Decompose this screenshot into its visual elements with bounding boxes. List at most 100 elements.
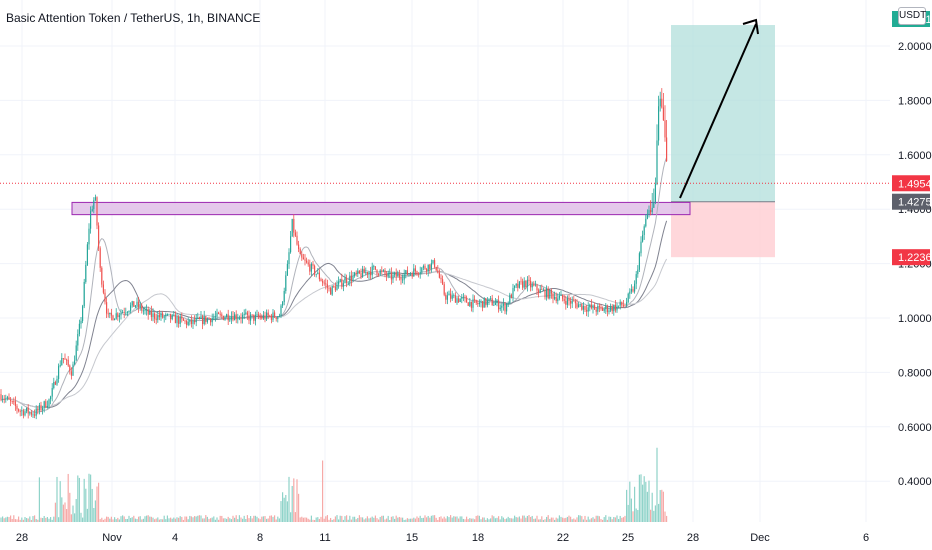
volume-bar (69, 492, 71, 522)
long-position-tool[interactable] (671, 25, 775, 258)
volume-bar (77, 475, 79, 522)
volume-bar (93, 508, 95, 522)
volume-bar (22, 519, 24, 522)
volume-bar (597, 515, 599, 522)
volume-bar (426, 517, 428, 522)
candle-body (70, 371, 72, 376)
candle-body (35, 408, 37, 416)
volume-bar (125, 518, 127, 522)
candle-body (302, 257, 304, 260)
candle-body (493, 305, 495, 306)
moving-averages (0, 157, 668, 413)
candle-body (522, 281, 524, 288)
candle-body (331, 285, 333, 295)
candle-body (651, 207, 653, 213)
volume-bar (195, 516, 197, 522)
y-tick-label: 0.8000 (898, 367, 932, 379)
resistance-zone[interactable] (71, 201, 691, 216)
volume-bar (557, 518, 559, 522)
arrow-shaft (679, 23, 757, 199)
candle-body (304, 259, 306, 261)
volume-bar (502, 517, 504, 522)
candle-body (634, 283, 636, 292)
volume-bar (56, 476, 58, 522)
volume-bar (66, 509, 68, 522)
volume-bar (408, 518, 410, 522)
x-axis[interactable]: 28 Nov 4 8 11 15 18 22 25 28 Dec 6 (16, 532, 869, 544)
volume-bar (490, 518, 492, 522)
candle-body (485, 298, 487, 306)
candle-body (438, 272, 440, 278)
price-label-text: 1.4954 (898, 178, 932, 190)
volume-bar (210, 518, 212, 522)
y-axis[interactable]: 0.40000.60000.80001.00001.20001.40001.60… (898, 41, 932, 488)
candle-body (66, 359, 68, 361)
candle-body (86, 244, 88, 265)
volume-bar (218, 519, 220, 522)
candle-body (510, 294, 512, 299)
candle-body (587, 307, 589, 312)
candle-body (395, 272, 397, 277)
volume-bar (230, 519, 232, 522)
candle-body (179, 316, 181, 324)
x-tick-label: 28 (687, 532, 699, 544)
candle-body (470, 301, 472, 308)
volume-bar (27, 518, 29, 522)
volume-bar (88, 473, 90, 522)
candle-body (88, 228, 90, 245)
candle-body (603, 309, 605, 311)
trend-arrow[interactable] (679, 18, 759, 199)
price-label-text: 1.2236 (898, 252, 932, 264)
volume-bar (29, 516, 31, 522)
volume-bar (512, 518, 514, 522)
candle-body (379, 270, 381, 275)
candle-body (29, 412, 31, 414)
candle-body (93, 200, 95, 210)
candle-body (280, 305, 282, 317)
candle-body (523, 280, 525, 288)
volume-bar (600, 518, 602, 522)
candle-body (80, 320, 82, 324)
volume-bar (613, 517, 615, 522)
candle-body (43, 401, 45, 408)
candle-body (363, 268, 365, 274)
candle-body (536, 284, 538, 291)
volume-bar (544, 519, 546, 522)
candle-body (104, 292, 106, 303)
volume-bar (643, 476, 645, 522)
candle-body (8, 397, 10, 400)
volume-bar (602, 519, 604, 522)
candle-body (422, 265, 424, 268)
currency-button[interactable]: USDT (898, 7, 926, 25)
volume-bar (211, 517, 213, 522)
candle-body (54, 381, 56, 385)
candle-body (371, 266, 373, 276)
volume-bar (453, 516, 455, 522)
volume-bar (224, 518, 226, 522)
volume-bar (216, 517, 218, 522)
volume-bar (34, 515, 36, 522)
volume-bar (446, 516, 448, 522)
volume-bar (424, 515, 426, 522)
volume-bar (422, 517, 424, 522)
volume-bar (366, 516, 368, 522)
candle-body (573, 300, 575, 302)
volume-bar (638, 474, 640, 522)
candle-body (592, 305, 594, 309)
volume-bar (635, 508, 637, 522)
volume-bar (350, 519, 352, 522)
volume-bar (427, 515, 429, 522)
volume-bar (478, 515, 480, 522)
volume-bar (454, 516, 456, 522)
candle-body (514, 285, 516, 288)
volume-bar (3, 518, 5, 522)
y-tick-label: 1.0000 (898, 313, 932, 325)
price-label-bg (892, 249, 930, 266)
candle-body (314, 265, 316, 275)
candle-body (288, 252, 290, 264)
volume-bar (630, 498, 632, 522)
candle-body (362, 268, 364, 278)
volume-bar (139, 516, 141, 522)
candle-body (374, 266, 376, 270)
